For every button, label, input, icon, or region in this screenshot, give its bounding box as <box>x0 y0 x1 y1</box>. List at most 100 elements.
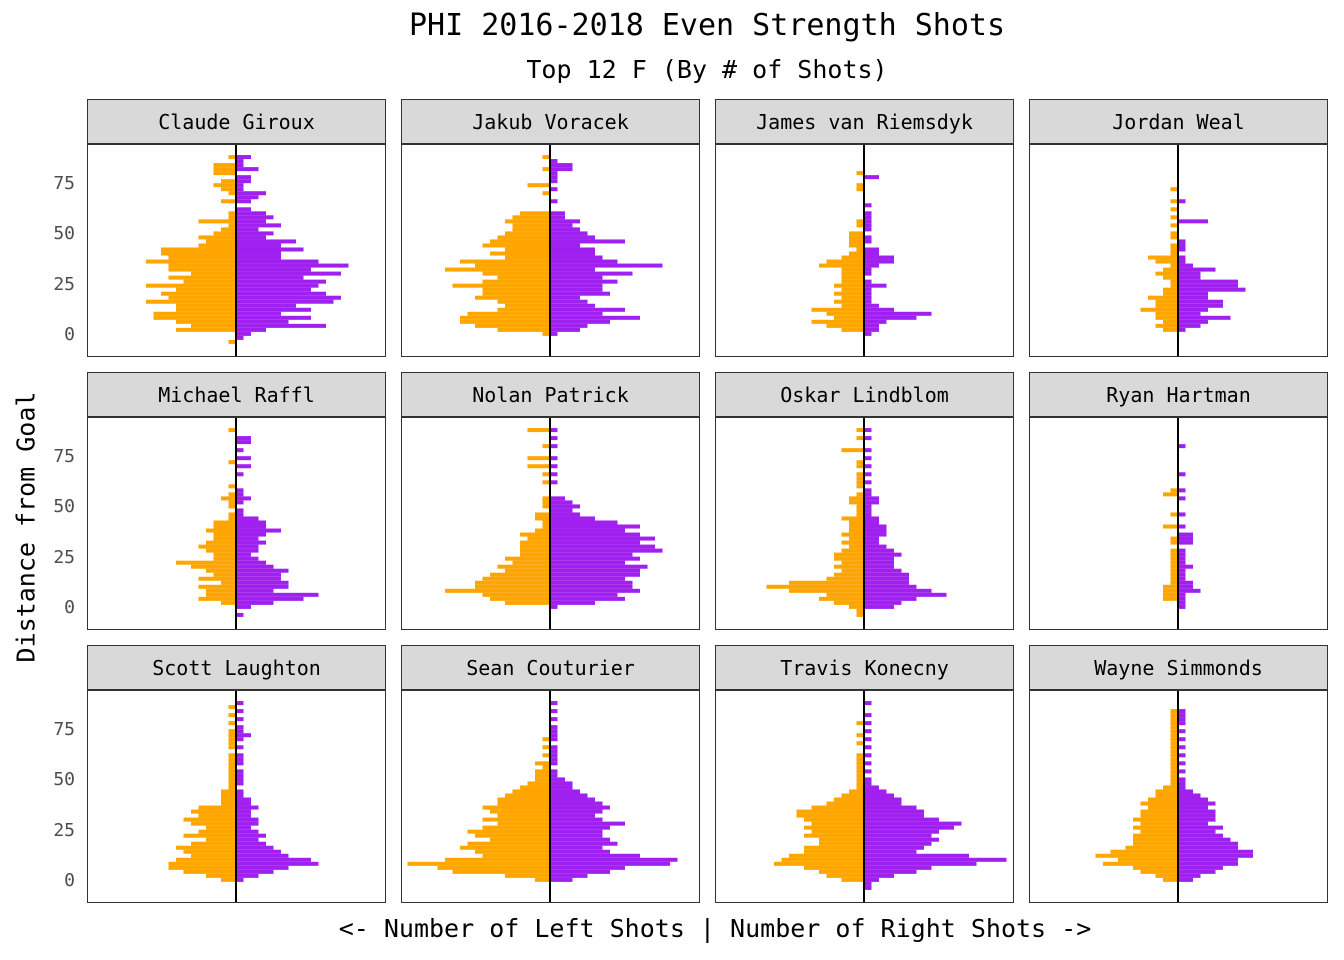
right-shots-bar <box>236 801 251 806</box>
left-shots-bar <box>542 155 550 160</box>
left-shots-bar <box>766 584 864 589</box>
left-shots-bar <box>1170 215 1178 220</box>
right-shots-bar <box>864 829 939 834</box>
left-shots-bar <box>221 789 236 794</box>
right-shots-bar <box>1178 588 1201 593</box>
bar-plot <box>445 418 663 629</box>
left-shots-bar <box>168 267 236 272</box>
left-shots-bar <box>789 853 864 858</box>
left-shots-bar <box>1163 291 1178 296</box>
left-shots-bar <box>841 560 864 565</box>
left-shots-bar <box>535 773 550 778</box>
right-shots-bar <box>864 701 872 706</box>
facet-strip-label: Sean Couturier <box>401 645 700 690</box>
right-shots-bar <box>550 733 558 738</box>
right-shots-bar <box>550 725 558 730</box>
right-shots-bar <box>550 436 558 441</box>
y-tick-label: 50 <box>53 496 75 518</box>
right-shots-bar <box>1178 219 1208 224</box>
left-shots-bar <box>1163 785 1178 790</box>
right-shots-bar <box>550 821 625 826</box>
right-shots-bar <box>864 580 909 585</box>
right-shots-bar <box>550 239 625 244</box>
right-shots-bar <box>236 291 326 296</box>
left-shots-bar <box>497 275 550 280</box>
y-tick-label: 25 <box>53 546 75 568</box>
left-shots-bar <box>213 572 236 577</box>
left-shots-bar <box>1163 492 1178 497</box>
right-shots-bar <box>236 568 289 573</box>
right-shots-bar <box>550 187 558 192</box>
left-shots-bar <box>460 259 550 264</box>
left-shots-bar <box>168 275 236 280</box>
right-shots-bar <box>1178 307 1208 312</box>
left-shots-bar <box>1170 576 1178 581</box>
right-shots-bar <box>236 227 259 232</box>
left-shots-bar <box>804 865 864 870</box>
left-shots-bar <box>1170 536 1178 541</box>
left-shots-bar <box>542 504 550 509</box>
left-shots-bar <box>482 287 550 292</box>
left-shots-bar <box>505 793 550 798</box>
right-shots-bar <box>236 287 311 292</box>
right-shots-bar <box>1178 299 1223 304</box>
right-shots-bar <box>236 797 251 802</box>
left-shots-bar <box>213 556 236 561</box>
right-shots-bar <box>864 777 872 782</box>
left-shots-bar <box>176 857 236 862</box>
left-shots-bar <box>1170 753 1178 758</box>
right-shots-bar <box>1178 524 1186 529</box>
right-shots-bar <box>550 837 610 842</box>
left-shots-bar <box>460 845 550 850</box>
left-shots-bar <box>834 552 864 557</box>
left-shots-bar <box>228 737 236 742</box>
facet-jordan-weal: Jordan Weal <box>1029 99 1328 357</box>
bar-plot <box>811 145 932 356</box>
right-shots-bar <box>864 307 894 312</box>
left-shots-bar <box>542 765 550 770</box>
left-shots-bar <box>849 544 864 549</box>
left-shots-bar <box>535 512 550 517</box>
right-shots-bar <box>864 817 939 822</box>
left-shots-bar <box>1170 187 1178 192</box>
left-shots-bar <box>161 251 236 256</box>
right-shots-bar <box>550 319 610 324</box>
left-shots-bar <box>1170 729 1178 734</box>
left-shots-bar <box>228 745 236 750</box>
left-shots-bar <box>1170 757 1178 762</box>
right-shots-bar <box>864 219 872 224</box>
right-shots-bar <box>550 267 595 272</box>
left-shots-bar <box>1133 833 1178 838</box>
left-shots-bar <box>826 311 864 316</box>
left-shots-bar <box>206 239 236 244</box>
left-shots-bar <box>819 263 864 268</box>
left-shots-bar <box>1140 809 1178 814</box>
right-shots-bar <box>236 520 266 525</box>
left-shots-bar <box>1155 271 1178 276</box>
right-shots-bar <box>550 853 640 858</box>
right-shots-bar <box>864 540 879 545</box>
right-shots-bar <box>550 247 595 252</box>
left-shots-bar <box>1170 283 1178 288</box>
left-shots-bar <box>198 544 236 549</box>
left-shots-bar <box>482 271 550 276</box>
right-shots-bar <box>236 243 281 248</box>
right-shots-bar <box>550 271 633 276</box>
left-shots-bar <box>856 504 864 509</box>
right-shots-bar <box>1178 877 1193 882</box>
left-shots-bar <box>161 291 236 296</box>
left-shots-bar <box>849 536 864 541</box>
left-shots-bar <box>228 785 236 790</box>
right-shots-bar <box>1178 761 1186 766</box>
left-shots-bar <box>206 825 236 830</box>
left-shots-bar <box>1170 540 1178 545</box>
right-shots-bar <box>236 259 319 264</box>
right-shots-bar <box>864 528 887 533</box>
left-shots-bar <box>1140 869 1178 874</box>
left-shots-bar <box>452 869 550 874</box>
left-shots-bar <box>228 215 236 220</box>
left-shots-bar <box>1163 524 1178 529</box>
left-shots-bar <box>482 291 550 296</box>
left-shots-bar <box>1170 765 1178 770</box>
left-shots-bar <box>228 721 236 726</box>
